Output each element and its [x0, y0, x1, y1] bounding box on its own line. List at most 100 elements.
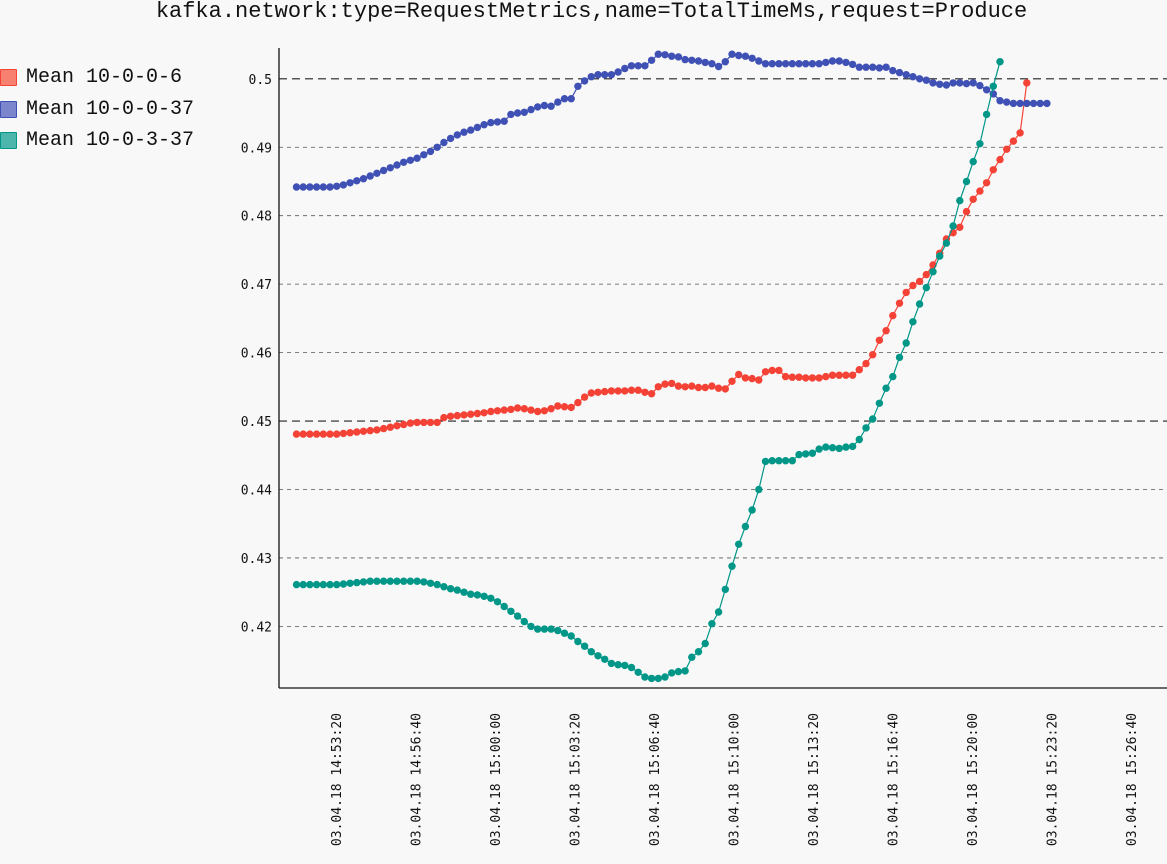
data-point: [788, 373, 796, 381]
data-point: [353, 578, 361, 587]
data-point: [333, 182, 341, 190]
data-point: [554, 626, 562, 635]
legend-item-10-0-3-37[interactable]: Mean 10-0-3-37: [0, 125, 194, 157]
data-point: [1029, 99, 1038, 108]
data-point: [487, 594, 495, 602]
legend-label: Mean 10-0-0-37: [26, 97, 195, 121]
data-point: [902, 71, 910, 79]
data-point: [333, 580, 341, 589]
data-point: [828, 57, 837, 65]
data-point: [560, 629, 569, 637]
data-point: [768, 366, 776, 375]
data-point: [574, 398, 582, 407]
data-point: [668, 52, 676, 60]
data-point: [420, 578, 428, 586]
data-point: [668, 379, 676, 388]
data-point: [915, 277, 924, 286]
data-point: [822, 443, 830, 451]
data-point: [312, 430, 321, 438]
data-point: [473, 123, 482, 132]
data-point: [567, 632, 575, 640]
chart-title: kafka.network:type=RequestMetrics,name=T…: [155, 0, 1028, 24]
data-point: [547, 102, 555, 110]
data-point: [835, 57, 843, 65]
data-point: [701, 58, 709, 67]
data-point: [956, 223, 964, 231]
data-point: [460, 128, 468, 136]
data-point: [728, 50, 736, 58]
data-point: [493, 118, 502, 126]
data-point: [400, 577, 408, 585]
data-point: [453, 586, 461, 594]
data-point: [674, 667, 683, 676]
legend-item-10-0-0-6[interactable]: Mean 10-0-0-6: [0, 62, 194, 94]
data-point: [808, 60, 817, 68]
data-point: [735, 51, 743, 60]
data-point: [936, 252, 944, 260]
data-point: [306, 580, 314, 589]
x-tick-label: 03.04.18 15:16:40: [887, 713, 902, 846]
data-point: [353, 428, 361, 436]
data-point: [574, 637, 582, 646]
data-point: [775, 60, 783, 68]
data-point: [513, 404, 522, 412]
data-point: [627, 663, 636, 672]
data-point: [781, 372, 790, 381]
series-mean-10-0-0-6: [292, 79, 1031, 438]
data-point: [647, 674, 656, 683]
data-point: [594, 71, 602, 79]
data-point: [755, 57, 763, 65]
data-point: [359, 175, 368, 183]
data-point: [534, 407, 542, 416]
data-point: [607, 387, 616, 395]
data-point: [339, 429, 348, 438]
data-point: [714, 384, 723, 392]
data-point: [795, 450, 803, 459]
data-point: [942, 81, 951, 89]
data-point: [962, 207, 971, 216]
data-point: [681, 667, 689, 675]
y-tick-label: 0.43: [241, 552, 272, 567]
data-point: [366, 577, 374, 585]
y-tick-label: 0.42: [241, 620, 272, 635]
data-point: [319, 580, 327, 589]
data-point: [647, 390, 656, 398]
x-tick-label: 03.04.18 15:06:40: [648, 713, 663, 846]
data-point: [956, 196, 964, 205]
data-point: [855, 435, 863, 444]
data-point: [614, 68, 622, 76]
series-line: [296, 82, 1028, 435]
data-point: [815, 445, 823, 453]
data-point: [915, 75, 924, 83]
data-point: [601, 655, 609, 663]
data-point: [728, 562, 736, 570]
data-point: [1009, 137, 1018, 145]
data-point: [426, 418, 435, 427]
data-point: [513, 612, 522, 620]
data-point: [420, 418, 428, 427]
legend-label: Mean 10-0-0-6: [26, 66, 183, 90]
data-point: [654, 674, 662, 683]
data-point: [292, 430, 301, 438]
data-point: [560, 403, 569, 411]
data-point: [869, 351, 877, 359]
data-point: [835, 444, 843, 453]
x-tick-label: 03.04.18 15:20:00: [966, 713, 981, 846]
data-point: [527, 406, 535, 414]
data-point: [527, 105, 535, 114]
data-point: [393, 161, 401, 169]
data-point: [540, 625, 549, 633]
data-point: [661, 51, 669, 59]
y-tick-label: 0.48: [241, 210, 272, 225]
data-point: [788, 457, 796, 465]
data-point: [661, 673, 669, 681]
data-point: [554, 98, 562, 106]
legend-item-10-0-0-37[interactable]: Mean 10-0-0-37: [0, 94, 194, 126]
data-point: [534, 625, 542, 633]
data-point: [493, 598, 502, 606]
data-point: [969, 195, 977, 203]
data-point: [694, 383, 703, 392]
data-point: [996, 97, 1004, 105]
data-point: [440, 138, 448, 147]
data-point: [346, 429, 354, 437]
